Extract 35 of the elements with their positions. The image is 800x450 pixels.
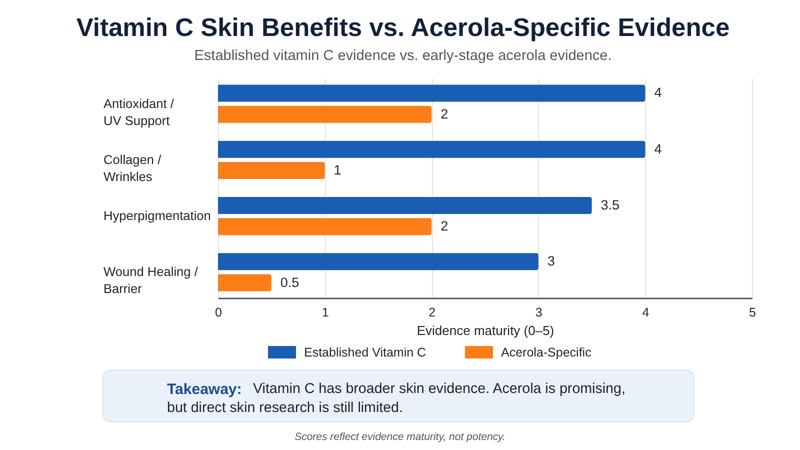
text: Takeaway:	[167, 381, 242, 398]
text: but direct skin research is still limited.	[167, 400, 403, 416]
y-tick-label: Wound Healing / Barrier	[104, 264, 198, 296]
data-label: 2	[440, 218, 448, 234]
bar	[218, 162, 325, 180]
x-axis-title: Evidence maturity (0–5)	[416, 323, 554, 338]
y-tick-label: Antioxidant / UV Support	[104, 96, 174, 128]
bar	[218, 253, 538, 270]
x-tick-label: 3	[535, 306, 542, 320]
chart-subtitle: Established vitamin C evidence vs. early-stage acerola evidence.	[194, 48, 612, 64]
bar	[218, 106, 432, 123]
legend-label: Acerola-Specific	[501, 345, 592, 360]
bar	[218, 218, 432, 236]
chart-title: Vitamin C Skin Benefits vs. Acerola-Specific Evidence	[76, 14, 730, 42]
bar	[218, 84, 646, 102]
text: Vitamin C has broader skin evidence. Acerola is promising,	[253, 381, 626, 397]
data-label: 3	[547, 254, 555, 269]
data-label: 3.5	[600, 197, 620, 212]
x-tick-label: 2	[428, 306, 436, 320]
data-label: 4	[654, 85, 662, 100]
y-tick-label: Collagen / Wrinkles	[104, 152, 162, 184]
bar	[218, 196, 592, 214]
x-tick-label: 1	[322, 306, 329, 320]
x-tick-label: 5	[749, 306, 756, 320]
data-label: 4	[654, 141, 662, 156]
data-label: 1	[334, 162, 342, 178]
y-tick-label: Hyperpigmentation	[104, 208, 211, 224]
x-tick-label: 0	[215, 306, 222, 320]
legend-label: Established Vitamin C	[304, 345, 426, 360]
data-label: 2	[440, 106, 448, 122]
data-label: 0.5	[280, 274, 300, 290]
text: Scores reflect evidence maturity, not potency.	[294, 431, 506, 443]
x-tick-label: 4	[642, 306, 650, 320]
bar	[218, 140, 646, 158]
bar	[218, 274, 272, 292]
